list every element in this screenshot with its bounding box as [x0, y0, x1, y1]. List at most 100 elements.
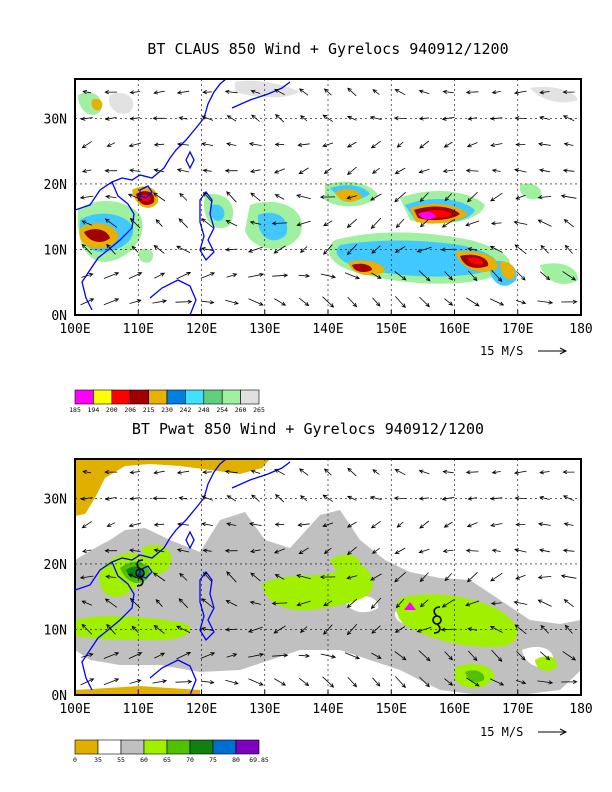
wind-vector	[539, 470, 550, 475]
wind-vector	[105, 194, 117, 199]
wind-vector	[155, 218, 163, 227]
wind-vector	[466, 572, 478, 583]
wind-vector	[131, 625, 139, 633]
wind-vector	[106, 623, 116, 635]
wind-vector	[396, 141, 404, 148]
colorbar-label: 242	[180, 406, 192, 414]
wind-vector	[274, 522, 285, 527]
wind-vector	[248, 142, 262, 147]
wind-vector	[514, 548, 527, 553]
wind-vector	[129, 90, 141, 95]
wind-vector	[513, 220, 528, 225]
wind-vector	[152, 496, 166, 501]
panel-2-wind-vectors	[79, 467, 578, 689]
wind-vector	[225, 600, 238, 607]
wind-vector	[466, 297, 480, 307]
colorbar-swatch	[189, 739, 214, 755]
wind-vector	[298, 677, 310, 687]
wind-vector	[80, 678, 95, 686]
wind-vector	[444, 298, 454, 306]
panel-pwat-bottom: BT Pwat 850 Wind + Gyrelocs 940912/1200	[44, 420, 593, 764]
wind-vector	[319, 574, 336, 580]
wind-vector	[128, 272, 143, 279]
wind-vector	[322, 114, 334, 122]
wind-vector	[514, 496, 527, 501]
wind-vector	[248, 298, 264, 306]
wind-vector	[298, 297, 310, 307]
wind-vector	[323, 468, 332, 476]
wind-vector	[564, 244, 573, 254]
wind-vector	[466, 522, 478, 528]
wind-vector	[298, 653, 311, 658]
wind-vector	[444, 193, 452, 202]
wind-vector	[537, 575, 552, 580]
x-tick-label: 170E	[502, 322, 533, 337]
x-tick-label: 130E	[249, 702, 280, 717]
wind-vector	[539, 651, 551, 661]
wind-vector	[419, 572, 429, 583]
wind-vector	[346, 575, 358, 580]
coastline-philippines-2	[199, 570, 215, 642]
wind-vector	[176, 470, 190, 475]
wind-vector	[226, 273, 238, 278]
colorbar-swatch	[235, 739, 260, 755]
wind-vector	[175, 299, 193, 304]
wind-vector	[81, 652, 94, 658]
wind-vector	[323, 624, 333, 635]
wind-vector	[369, 495, 382, 500]
wind-vector	[489, 496, 503, 501]
wind-vector	[81, 243, 93, 255]
wind-vector	[513, 90, 527, 95]
coastline-borneo	[149, 279, 197, 315]
colorbar-swatch	[166, 739, 191, 755]
wind-vector	[489, 625, 503, 633]
wind-vector	[201, 495, 214, 501]
wind-vector	[250, 572, 261, 582]
wind-vector	[178, 496, 188, 501]
x-tick-label: 130E	[249, 322, 280, 337]
wind-vector	[539, 90, 550, 95]
wind-vector	[394, 191, 406, 203]
wind-vector	[537, 680, 554, 685]
wind-vector	[562, 271, 577, 281]
panel-1-tick-labels: 100E 110E 120E 130E 140E 150E 160E 170E 180 0N 10N…	[44, 112, 593, 337]
wind-vector	[322, 296, 335, 308]
wind-vector	[131, 245, 139, 253]
wind-vector	[225, 299, 239, 305]
wind-vector	[394, 468, 406, 476]
wind-vector	[443, 521, 453, 528]
wind-vector	[225, 247, 238, 252]
wind-vector	[442, 89, 454, 95]
wind-vector	[322, 676, 335, 688]
wind-vector	[129, 548, 141, 553]
colorbar-label: 35	[94, 756, 102, 764]
wind-vector	[179, 572, 188, 581]
wind-vector	[441, 599, 455, 608]
wind-vector	[273, 168, 285, 174]
panel-1-scale-arrowhead	[559, 347, 568, 355]
coastline-borneo-2	[149, 659, 197, 695]
wind-vector	[153, 168, 165, 173]
wind-vector	[273, 548, 285, 554]
colorbar-label: 206	[124, 406, 136, 414]
wind-vector	[346, 141, 357, 148]
wind-vector	[103, 298, 120, 306]
wind-vector	[128, 522, 142, 528]
coastline-indochina-2	[81, 561, 135, 691]
colorbar-label: 0	[73, 756, 77, 764]
wind-vector	[369, 193, 382, 201]
wind-vector	[514, 244, 527, 255]
wind-vector	[297, 142, 310, 147]
wind-vector	[201, 142, 214, 147]
wind-vector	[226, 571, 237, 583]
wind-vector	[514, 624, 527, 635]
y-tick-label: 0N	[51, 309, 67, 324]
wind-vector	[347, 87, 357, 97]
wind-vector	[442, 168, 454, 174]
wind-vector	[490, 522, 503, 528]
wind-vector	[514, 116, 527, 121]
pwat-field-gold-bottom	[75, 686, 200, 695]
coastline-japan	[231, 81, 291, 109]
wind-vector	[153, 142, 165, 147]
